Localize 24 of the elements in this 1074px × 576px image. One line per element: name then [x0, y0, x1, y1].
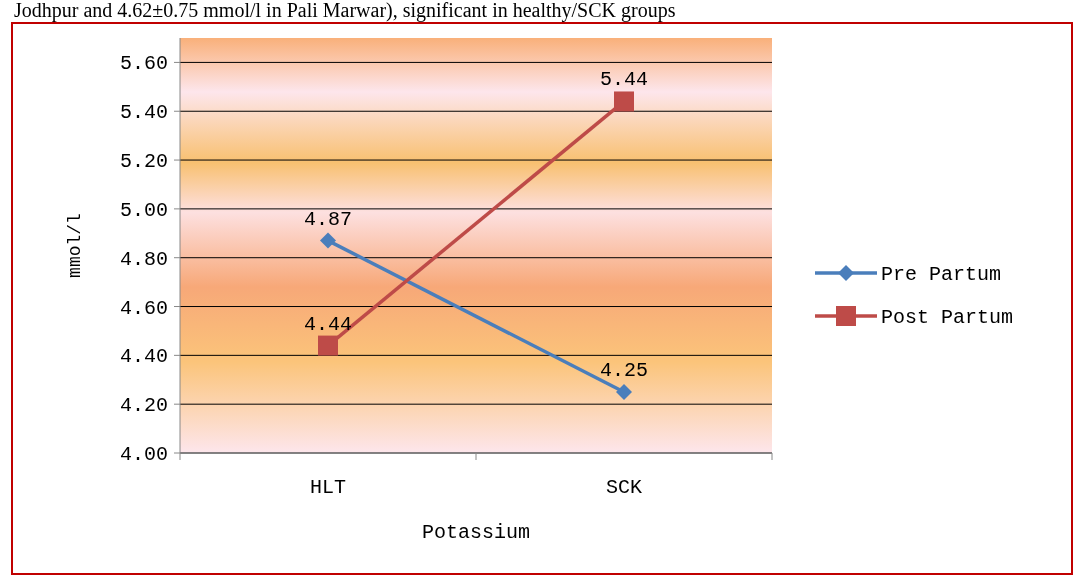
data-label: 4.25 [599, 358, 649, 382]
y-tick-label: 4.00 [119, 443, 168, 466]
y-tick-label: 4.60 [119, 296, 168, 320]
y-tick-label: 5.20 [119, 150, 168, 174]
y-tick-label: 4.20 [119, 394, 168, 418]
x-tick-label: HLT [309, 476, 347, 499]
x-tick-label: SCK [605, 476, 643, 499]
y-tick-label: 5.00 [119, 198, 168, 222]
x-axis-title: Potassium [421, 521, 531, 544]
y-tick-label: 5.60 [119, 52, 168, 76]
text: Jodhpur and 4.62±0.75 mmol/l in Pali Marwar), significant in healthy/SCK groups [14, 0, 676, 22]
y-tick-label: 5.40 [119, 101, 168, 125]
data-label: 4.87 [303, 207, 353, 231]
point [318, 335, 338, 356]
data-label: 5.44 [599, 68, 649, 92]
point [614, 91, 634, 112]
data-label: 4.44 [303, 312, 353, 336]
point [320, 232, 336, 249]
legend-label: Post Partum [881, 306, 1014, 329]
point [616, 383, 632, 400]
y-tick-label: 4.40 [119, 345, 168, 369]
legend-label: Pre Partum [881, 263, 1002, 286]
y-axis-title: mmol/l [65, 213, 85, 278]
y-tick-label: 4.80 [119, 247, 168, 271]
